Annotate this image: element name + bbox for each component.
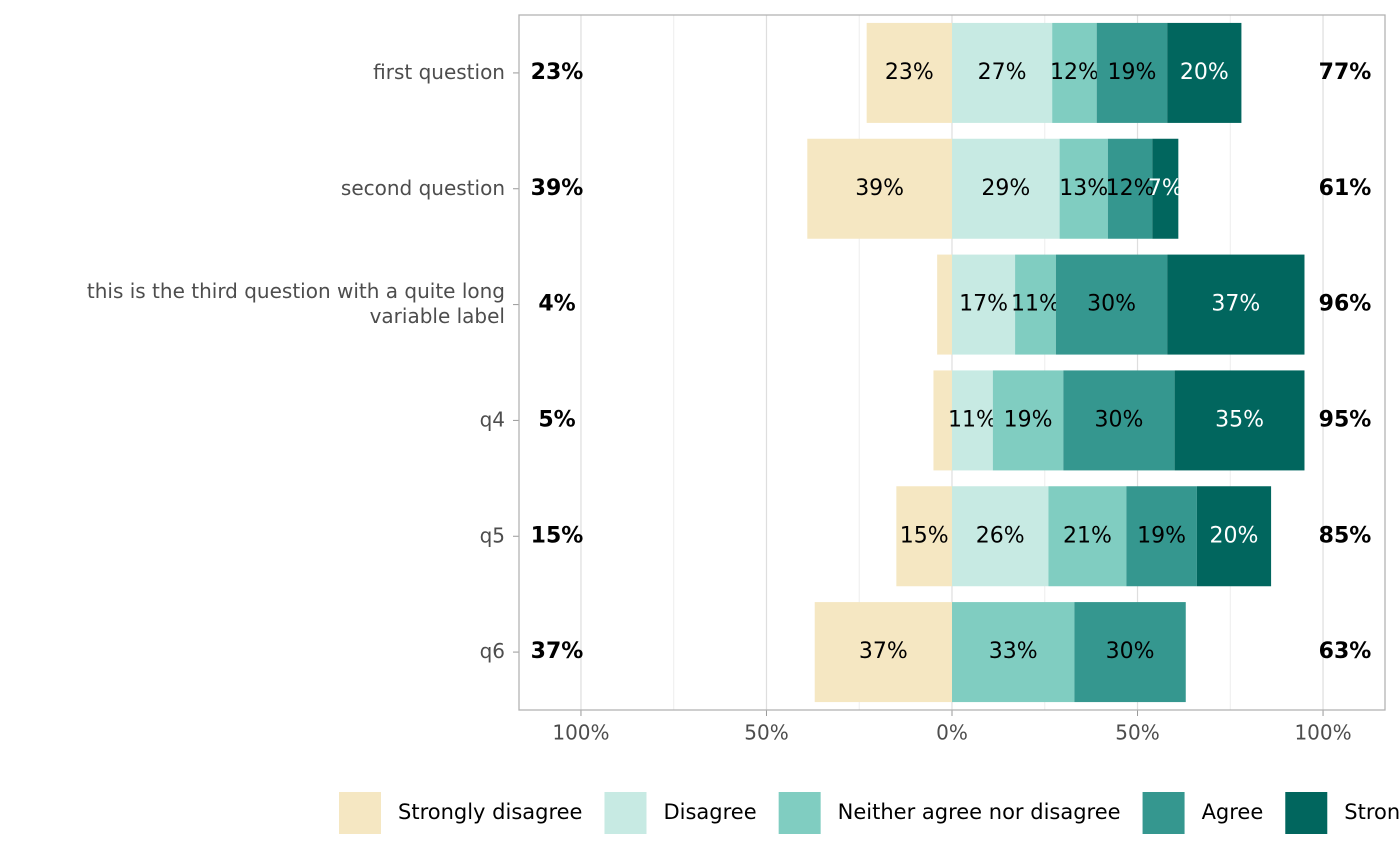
- left-total: 4%: [538, 292, 575, 317]
- legend-swatch: [778, 792, 821, 834]
- bar-segment: [1152, 138, 1179, 239]
- x-tick-label: 0%: [936, 721, 968, 745]
- data-label: 12%: [1050, 60, 1099, 85]
- data-label: 30%: [1106, 639, 1155, 664]
- right-total: 96%: [1319, 292, 1372, 317]
- x-tick-label: 50%: [744, 721, 788, 745]
- data-label: 37%: [1211, 292, 1260, 317]
- right-total: 63%: [1319, 639, 1372, 664]
- data-label: 17%: [959, 292, 1008, 317]
- right-total: 85%: [1319, 523, 1372, 548]
- bar-segment: [814, 602, 952, 703]
- left-total: 23%: [531, 60, 584, 85]
- right-total: 77%: [1319, 60, 1372, 85]
- bar-segment: [933, 370, 952, 471]
- panel-border: [518, 14, 1386, 711]
- y-tick-label: q4: [480, 407, 505, 431]
- y-tick-label: this is the third question with a quite …: [87, 279, 505, 328]
- data-label: 11%: [1011, 292, 1060, 317]
- bar-segment: [1107, 138, 1153, 239]
- x-tick-label: 100%: [552, 721, 609, 745]
- data-label: 15%: [900, 523, 949, 548]
- bar-segment: [1055, 254, 1168, 355]
- right-total: 95%: [1319, 407, 1372, 432]
- y-tick-label: q6: [480, 639, 505, 663]
- data-label: 20%: [1210, 523, 1259, 548]
- bar-segment: [952, 254, 1016, 355]
- legend-label: Disagree: [663, 800, 756, 824]
- left-total: 37%: [531, 639, 584, 664]
- y-tick-label: second question: [341, 175, 505, 199]
- data-label: 30%: [1095, 407, 1144, 432]
- bar-segment: [896, 486, 952, 587]
- bar-segment: [1096, 22, 1168, 123]
- data-label: 37%: [859, 639, 908, 664]
- x-tick-label: 100%: [1294, 721, 1351, 745]
- bar-segment: [937, 254, 952, 355]
- bar-segment: [952, 602, 1075, 703]
- bar-segment: [952, 138, 1060, 239]
- data-label: 29%: [981, 176, 1030, 201]
- legend-swatch: [339, 792, 381, 834]
- left-total: 5%: [538, 407, 575, 432]
- bar-segment: [866, 22, 952, 123]
- bar-segment: [1063, 370, 1175, 471]
- data-label: 19%: [1137, 523, 1186, 548]
- legend-swatch: [604, 792, 647, 834]
- legend-label: Strongly disagree: [398, 800, 582, 824]
- bar-segment: [1048, 486, 1127, 587]
- data-label: 26%: [976, 523, 1025, 548]
- bar-segment: [807, 138, 952, 239]
- x-tick-label: 50%: [1115, 721, 1159, 745]
- bar-segment: [1167, 254, 1305, 355]
- bar-segment: [1167, 22, 1242, 123]
- bar-segment: [1052, 22, 1097, 123]
- data-label: 33%: [989, 639, 1038, 664]
- bar-segment: [952, 486, 1049, 587]
- data-label: 20%: [1180, 60, 1229, 85]
- bar-segment: [1126, 486, 1197, 587]
- data-label: 13%: [1059, 176, 1108, 201]
- bar-segment: [992, 370, 1064, 471]
- data-label: 19%: [1004, 407, 1053, 432]
- left-total: 39%: [531, 176, 584, 201]
- data-label: 39%: [855, 176, 904, 201]
- y-tick-label: q5: [480, 523, 505, 547]
- bar-segment: [952, 22, 1053, 123]
- data-label: 11%: [948, 407, 997, 432]
- legend-label: Strongly agree: [1344, 800, 1400, 824]
- legend-swatch: [1142, 792, 1185, 834]
- left-total: 15%: [531, 523, 584, 548]
- y-tick-label: first question: [373, 59, 505, 83]
- data-label: 23%: [885, 60, 934, 85]
- data-label: 27%: [978, 60, 1027, 85]
- bar-segment: [1174, 370, 1305, 471]
- data-label: 35%: [1215, 407, 1264, 432]
- bar-segment: [952, 370, 993, 471]
- legend-label: Agree: [1202, 800, 1264, 824]
- bar-segment: [1196, 486, 1272, 587]
- data-label: 7%: [1148, 176, 1183, 201]
- data-label: 12%: [1106, 176, 1155, 201]
- bar-segment: [1059, 138, 1108, 239]
- data-label: 30%: [1087, 292, 1136, 317]
- bar-segment: [1074, 602, 1186, 703]
- right-total: 61%: [1319, 176, 1372, 201]
- legend-swatch: [1285, 792, 1328, 834]
- data-label: 21%: [1063, 523, 1112, 548]
- legend-label: Neither agree nor disagree: [838, 800, 1121, 824]
- data-label: 19%: [1107, 60, 1156, 85]
- bar-segment: [1015, 254, 1056, 355]
